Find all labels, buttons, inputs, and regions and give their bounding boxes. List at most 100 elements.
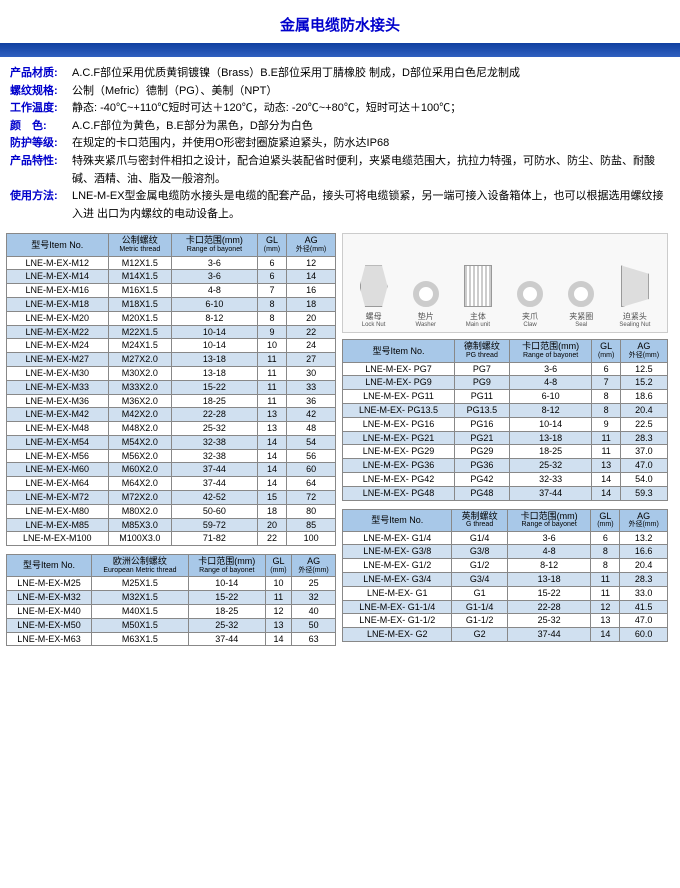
table-row: LNE-M-EX-M22M22X1.510-14922 bbox=[7, 325, 336, 339]
table-cell: LNE-M-EX-M80 bbox=[7, 504, 109, 518]
col-ag: AG外径(mm) bbox=[620, 509, 668, 531]
table-row: LNE-M-EX-M30M30X2.013-181130 bbox=[7, 366, 336, 380]
table-cell: 14 bbox=[257, 449, 286, 463]
spec-value: LNE-M-EX型金属电缆防水接头是电缆的配套产品，接头可将电缆锁紧，另一端可接… bbox=[72, 188, 670, 223]
col-range: 卡口范围(mm)Range of bayonet bbox=[172, 234, 258, 256]
table-cell: LNE-M-EX- PG36 bbox=[343, 459, 455, 473]
table-cell: 14 bbox=[592, 486, 620, 500]
table-cell: 13 bbox=[592, 459, 620, 473]
table-cell: 13-18 bbox=[172, 353, 258, 367]
table-cell: 14 bbox=[257, 463, 286, 477]
table-cell: LNE-M-EX-M27 bbox=[7, 353, 109, 367]
table-cell: G3/4 bbox=[452, 573, 507, 587]
table-cell: M100X3.0 bbox=[108, 532, 172, 546]
table-row: LNE-M-EX- G1/2G1/28-12820.4 bbox=[343, 559, 668, 573]
table-cell: G1 bbox=[452, 586, 507, 600]
table-cell: 12 bbox=[591, 600, 620, 614]
table-cell: 15-22 bbox=[507, 586, 591, 600]
table-cell: 13.2 bbox=[620, 531, 668, 545]
table-cell: 33.0 bbox=[620, 586, 668, 600]
table-cell: 37-44 bbox=[188, 632, 265, 646]
table-cell: LNE-M-EX- PG48 bbox=[343, 486, 455, 500]
table-cell: 8-12 bbox=[509, 403, 592, 417]
diagram-part: 夹紧圈Seal bbox=[568, 281, 594, 328]
table-row: LNE-M-EX-M64M64X2.037-441464 bbox=[7, 477, 336, 491]
col-item: 型号Item No. bbox=[7, 234, 109, 256]
table-cell: M54X2.0 bbox=[108, 435, 172, 449]
table-cell: 13-18 bbox=[509, 431, 592, 445]
table-cell: 10-14 bbox=[172, 339, 258, 353]
table-cell: 11 bbox=[591, 586, 620, 600]
table-cell: 47.0 bbox=[620, 459, 667, 473]
table-cell: 8 bbox=[591, 545, 620, 559]
table-cell: LNE-M-EX-M56 bbox=[7, 449, 109, 463]
table-cell: 18.6 bbox=[620, 390, 667, 404]
table-row: LNE-M-EX- PG42PG4232-331454.0 bbox=[343, 472, 668, 486]
table-cell: 11 bbox=[591, 573, 620, 587]
table-cell: 6 bbox=[591, 531, 620, 545]
table-cell: 48 bbox=[287, 422, 336, 436]
table-cell: 7 bbox=[257, 284, 286, 298]
table-cell: PG29 bbox=[455, 445, 510, 459]
table-cell: 11 bbox=[592, 431, 620, 445]
table-cell: 32-38 bbox=[172, 449, 258, 463]
table-cell: 7 bbox=[592, 376, 620, 390]
table-row: LNE-M-EX- G3/8G3/84-8816.6 bbox=[343, 545, 668, 559]
table-cell: 20.4 bbox=[620, 403, 667, 417]
table-cell: 14 bbox=[265, 632, 291, 646]
table-cell: 6 bbox=[257, 256, 286, 270]
table-row: LNE-M-EX- G1-1/4G1-1/422-281241.5 bbox=[343, 600, 668, 614]
col-range: 卡口范围(mm)Range of bayonet bbox=[509, 340, 592, 362]
table-cell: 3-6 bbox=[509, 362, 592, 376]
table-cell: LNE-M-EX-M24 bbox=[7, 339, 109, 353]
table-cell: 33 bbox=[287, 380, 336, 394]
spec-label: 工作温度: bbox=[10, 100, 72, 118]
table-cell: LNE-M-EX- G1-1/4 bbox=[343, 600, 452, 614]
table-cell: LNE-M-EX- G1/4 bbox=[343, 531, 452, 545]
diagram-part: 垫片Washer bbox=[413, 281, 439, 328]
table-cell: LNE-M-EX-M40 bbox=[7, 605, 92, 619]
specs-block: 产品材质:A.C.F部位采用优质黄铜镀镍（Brass）B.E部位采用丁腈橡胶 制… bbox=[0, 61, 680, 233]
table-row: LNE-M-EX- G2G237-441460.0 bbox=[343, 628, 668, 642]
table-cell: 13-18 bbox=[507, 573, 591, 587]
table-cell: 16 bbox=[287, 284, 336, 298]
table-cell: LNE-M-EX- PG21 bbox=[343, 431, 455, 445]
table-cell: 25 bbox=[292, 577, 336, 591]
table-cell: 10-14 bbox=[188, 577, 265, 591]
table-cell: 85 bbox=[287, 518, 336, 532]
pg-table: 型号Item No.德制螺纹PG thread卡口范围(mm)Range of … bbox=[342, 339, 668, 500]
table-cell: M85X3.0 bbox=[108, 518, 172, 532]
table-cell: M72X2.0 bbox=[108, 491, 172, 505]
table-cell: 6-10 bbox=[509, 390, 592, 404]
col-gl: GL(mm) bbox=[592, 340, 620, 362]
table-cell: G2 bbox=[452, 628, 507, 642]
metric-table: 型号Item No.公制螺纹Metric thread卡口范围(mm)Range… bbox=[6, 233, 336, 546]
diagram-part: 螺母Lock Nut bbox=[360, 265, 388, 328]
spec-label: 产品材质: bbox=[10, 65, 72, 83]
table-cell: 4-8 bbox=[509, 376, 592, 390]
table-cell: 59.3 bbox=[620, 486, 667, 500]
table-cell: 12 bbox=[265, 605, 291, 619]
table-cell: PG36 bbox=[455, 459, 510, 473]
table-cell: M40X1.5 bbox=[91, 605, 188, 619]
table-cell: G1-1/2 bbox=[452, 614, 507, 628]
spec-label: 螺纹规格: bbox=[10, 83, 72, 101]
spec-value: A.C.F部位为黄色，B.E部分为黑色，D部分为白色 bbox=[72, 118, 670, 136]
table-cell: LNE-M-EX-M20 bbox=[7, 311, 109, 325]
table-cell: LNE-M-EX-M18 bbox=[7, 297, 109, 311]
table-row: LNE-M-EX-M12M12X1.53-6612 bbox=[7, 256, 336, 270]
table-cell: 25-32 bbox=[172, 422, 258, 436]
table-cell: 3-6 bbox=[172, 256, 258, 270]
col-thread: 公制螺纹Metric thread bbox=[108, 234, 172, 256]
table-cell: 14 bbox=[592, 472, 620, 486]
table-cell: LNE-M-EX-M32 bbox=[7, 591, 92, 605]
col-range: 卡口范围(mm)Range of bayonet bbox=[507, 509, 591, 531]
table-cell: LNE-M-EX- PG29 bbox=[343, 445, 455, 459]
table-cell: 18-25 bbox=[509, 445, 592, 459]
table-cell: 8 bbox=[257, 297, 286, 311]
col-gl: GL(mm) bbox=[265, 555, 291, 577]
table-cell: 22 bbox=[287, 325, 336, 339]
table-cell: 6 bbox=[592, 362, 620, 376]
table-row: LNE-M-EX-M25M25X1.510-141025 bbox=[7, 577, 336, 591]
table-cell: LNE-M-EX-M16 bbox=[7, 284, 109, 298]
